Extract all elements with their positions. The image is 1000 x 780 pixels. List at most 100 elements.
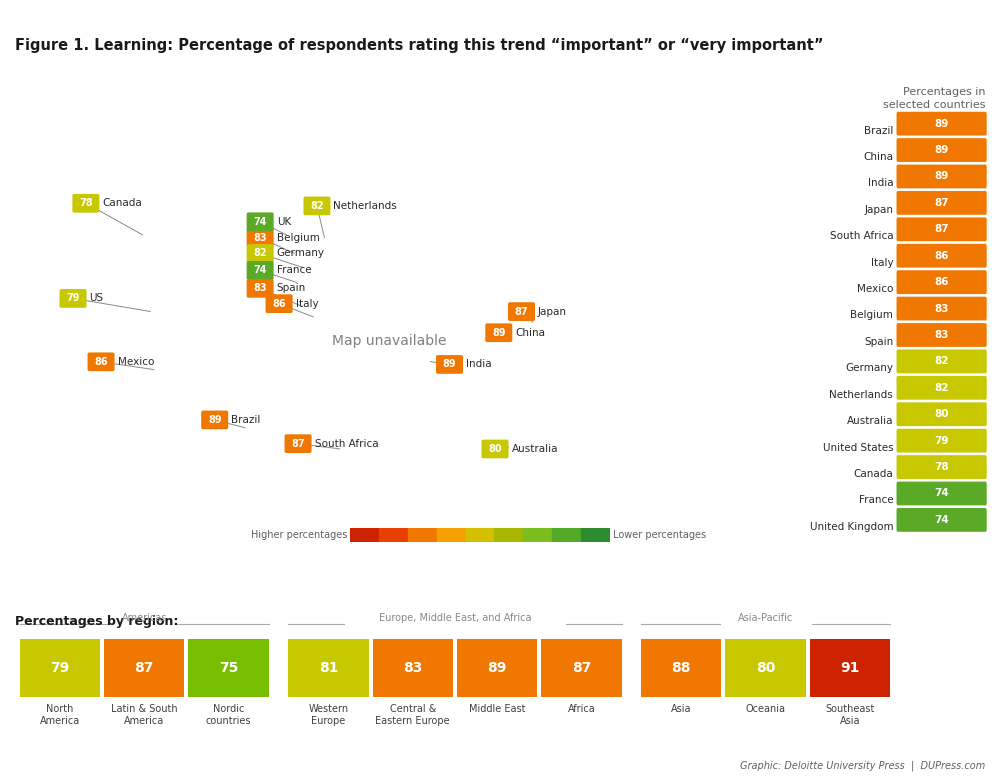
Text: Netherlands: Netherlands	[333, 201, 397, 211]
Text: Germany: Germany	[845, 363, 893, 374]
Text: Australia: Australia	[512, 444, 558, 454]
Bar	[288, 639, 369, 697]
Text: North
America: North America	[40, 704, 80, 725]
Text: Italy: Italy	[871, 257, 893, 268]
Text: Belgium: Belgium	[277, 232, 320, 243]
FancyBboxPatch shape	[897, 191, 987, 214]
Text: 83: 83	[934, 330, 949, 340]
Text: Oceania: Oceania	[746, 704, 786, 714]
Text: 89: 89	[934, 119, 949, 129]
FancyBboxPatch shape	[897, 296, 987, 321]
Bar	[379, 528, 408, 542]
Bar	[810, 639, 890, 697]
FancyBboxPatch shape	[897, 481, 987, 505]
Text: France: France	[277, 265, 311, 275]
Text: 87: 87	[572, 661, 591, 675]
Text: Canada: Canada	[853, 469, 893, 479]
FancyBboxPatch shape	[897, 376, 987, 399]
Text: Italy: Italy	[296, 299, 318, 309]
Text: 86: 86	[94, 356, 108, 367]
Text: 87: 87	[934, 198, 949, 208]
Text: 89: 89	[487, 661, 507, 675]
FancyBboxPatch shape	[897, 402, 987, 426]
Text: Figure 1. Learning: Percentage of respondents rating this trend “important” or “: Figure 1. Learning: Percentage of respon…	[15, 37, 823, 52]
Text: India: India	[868, 179, 893, 188]
Bar	[188, 639, 269, 697]
Bar	[104, 639, 184, 697]
Text: 82: 82	[934, 383, 949, 393]
Text: 89: 89	[492, 328, 506, 338]
Bar	[466, 528, 494, 542]
Text: United Kingdom: United Kingdom	[810, 522, 893, 532]
Text: Latin & South
America: Latin & South America	[111, 704, 178, 725]
Text: Japan: Japan	[864, 205, 893, 215]
Text: 87: 87	[135, 661, 154, 675]
Text: 87: 87	[515, 307, 528, 317]
FancyBboxPatch shape	[897, 112, 987, 136]
Text: 86: 86	[934, 250, 949, 261]
Text: 89: 89	[443, 360, 456, 370]
Text: Graphic: Deloitte University Press  |  DUPress.com: Graphic: Deloitte University Press | DUP…	[740, 760, 985, 771]
Bar	[457, 639, 537, 697]
Text: 78: 78	[934, 462, 949, 472]
Text: 80: 80	[756, 661, 775, 675]
Text: Spain: Spain	[864, 337, 893, 347]
Text: Map unavailable: Map unavailable	[332, 334, 446, 348]
Bar	[408, 528, 437, 542]
Text: Europe, Middle East, and Africa: Europe, Middle East, and Africa	[379, 613, 531, 623]
Text: UK: UK	[277, 217, 291, 227]
Text: 80: 80	[934, 410, 949, 419]
Text: Asia: Asia	[671, 704, 692, 714]
Bar	[552, 528, 581, 542]
Text: Germany: Germany	[277, 249, 325, 258]
Text: 82: 82	[253, 249, 267, 258]
Text: Japan: Japan	[538, 307, 567, 317]
FancyBboxPatch shape	[897, 456, 987, 479]
FancyBboxPatch shape	[897, 429, 987, 452]
Text: Brazil: Brazil	[231, 415, 261, 425]
Text: Mexico: Mexico	[857, 284, 893, 294]
Text: Middle East: Middle East	[469, 704, 525, 714]
Text: 89: 89	[934, 145, 949, 155]
Text: 88: 88	[672, 661, 691, 675]
Bar	[581, 528, 610, 542]
Text: Australia: Australia	[847, 416, 893, 426]
Text: 74: 74	[253, 217, 267, 227]
FancyBboxPatch shape	[897, 270, 987, 294]
Text: 79: 79	[66, 293, 80, 303]
Text: 82: 82	[310, 201, 324, 211]
Text: South Africa: South Africa	[830, 231, 893, 241]
Text: 80: 80	[488, 444, 502, 454]
Text: 75: 75	[219, 661, 238, 675]
Text: Nordic
countries: Nordic countries	[206, 704, 251, 725]
Text: Percentages in
selected countries: Percentages in selected countries	[883, 87, 986, 110]
FancyBboxPatch shape	[897, 349, 987, 374]
Text: 82: 82	[934, 356, 949, 367]
Text: China: China	[515, 328, 545, 338]
Text: 89: 89	[934, 172, 949, 182]
Text: Southeast
Asia: Southeast Asia	[825, 704, 875, 725]
Text: 74: 74	[253, 265, 267, 275]
Text: 83: 83	[403, 661, 422, 675]
FancyBboxPatch shape	[897, 218, 987, 241]
FancyBboxPatch shape	[897, 244, 987, 268]
Text: Percentages by region:: Percentages by region:	[15, 615, 178, 627]
Text: Lower percentages: Lower percentages	[613, 530, 706, 540]
Text: 78: 78	[79, 198, 93, 208]
Text: Asia-Pacific: Asia-Pacific	[738, 613, 793, 623]
Bar	[541, 639, 622, 697]
Text: Netherlands: Netherlands	[829, 390, 893, 399]
Bar	[20, 639, 100, 697]
Text: 87: 87	[291, 438, 305, 448]
Text: Central &
Eastern Europe: Central & Eastern Europe	[375, 704, 450, 725]
Bar	[641, 639, 721, 697]
Bar	[350, 528, 379, 542]
Text: 89: 89	[208, 415, 222, 425]
Text: 74: 74	[934, 488, 949, 498]
Text: India: India	[466, 360, 492, 370]
Text: Western
Europe: Western Europe	[308, 704, 349, 725]
Bar	[523, 528, 552, 542]
Text: 91: 91	[840, 661, 860, 675]
Text: 83: 83	[253, 232, 267, 243]
Text: 79: 79	[934, 436, 949, 445]
